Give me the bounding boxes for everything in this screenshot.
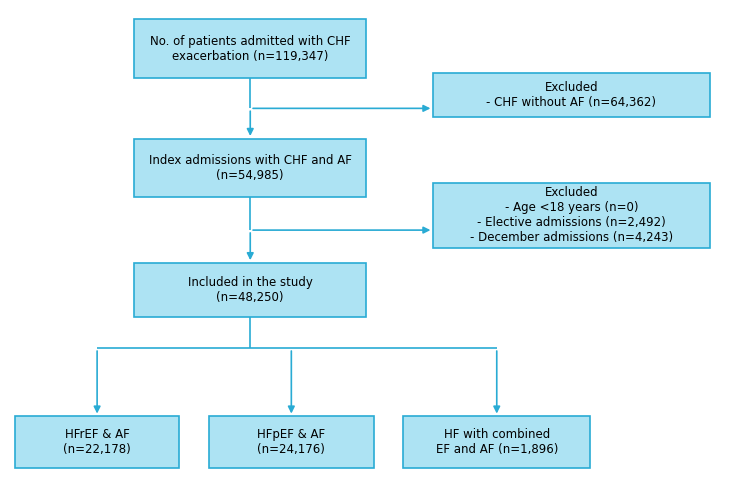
FancyBboxPatch shape — [134, 263, 366, 317]
FancyBboxPatch shape — [433, 73, 710, 117]
FancyBboxPatch shape — [403, 416, 590, 468]
Text: Excluded
- CHF without AF (n=64,362): Excluded - CHF without AF (n=64,362) — [486, 81, 657, 109]
Text: HFpEF & AF
(n=24,176): HFpEF & AF (n=24,176) — [257, 428, 326, 456]
FancyBboxPatch shape — [209, 416, 374, 468]
FancyBboxPatch shape — [15, 416, 179, 468]
FancyBboxPatch shape — [134, 139, 366, 197]
Text: Index admissions with CHF and AF
(n=54,985): Index admissions with CHF and AF (n=54,9… — [149, 154, 352, 182]
Text: HF with combined
EF and AF (n=1,896): HF with combined EF and AF (n=1,896) — [436, 428, 558, 456]
Text: HFrEF & AF
(n=22,178): HFrEF & AF (n=22,178) — [63, 428, 131, 456]
Text: No. of patients admitted with CHF
exacerbation (n=119,347): No. of patients admitted with CHF exacer… — [150, 35, 350, 63]
Text: Included in the study
(n=48,250): Included in the study (n=48,250) — [187, 276, 313, 304]
FancyBboxPatch shape — [134, 19, 366, 78]
Text: Excluded
- Age <18 years (n=0)
- Elective admissions (n=2,492)
- December admiss: Excluded - Age <18 years (n=0) - Electiv… — [470, 187, 673, 244]
FancyBboxPatch shape — [433, 183, 710, 248]
